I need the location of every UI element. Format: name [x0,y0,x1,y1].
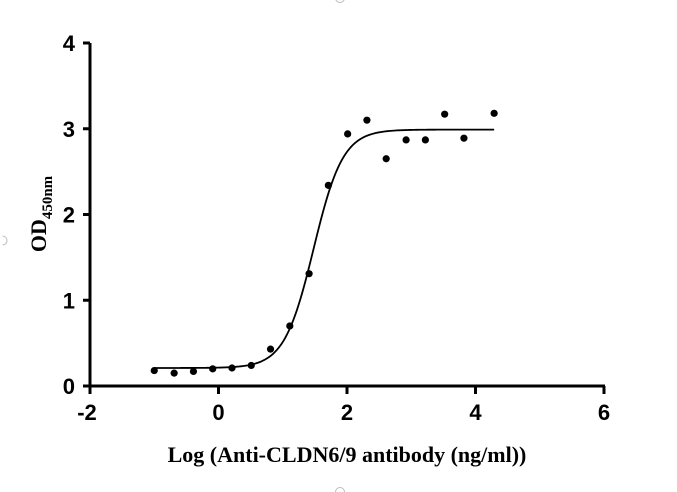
data-point [324,181,332,189]
data-points [150,109,498,377]
data-point [209,365,217,373]
y-axis-title-subscript: 450nm [40,175,56,219]
data-point [189,367,198,376]
data-point [305,270,313,278]
data-point [402,136,410,144]
y-tick-label: 2 [63,203,75,228]
fit-curve [154,128,495,369]
scan-artifact-bottom [335,487,345,492]
x-tick-label: -2 [77,400,97,425]
y-axis-title-main: OD [26,219,51,252]
svg-text:OD450nm: OD450nm [26,175,56,252]
y-tick-label: 1 [63,288,75,313]
data-point [228,364,236,372]
x-ticks: -2 0 2 4 6 [77,386,610,425]
y-tick-label: 3 [63,117,75,142]
data-point [247,361,255,370]
data-point [421,136,429,144]
y-tick-label: 4 [63,31,76,56]
data-point [344,130,352,138]
y-tick-label: 0 [63,374,75,399]
x-tick-label: 2 [341,400,353,425]
data-point [170,369,178,377]
y-ticks: 0 1 2 3 4 [63,31,90,399]
data-point [490,109,498,117]
x-tick-label: 4 [469,400,482,425]
x-tick-label: 6 [598,400,610,425]
data-point [363,116,371,124]
x-axis-title: Log (Anti-CLDN6/9 antibody (ng/ml)) [168,442,527,467]
data-point [382,155,390,163]
x-tick-label: 0 [212,400,224,425]
fit-curve-line [154,128,495,369]
data-point [150,366,158,375]
data-point [460,134,468,142]
y-axis-title: OD450nm [26,175,56,252]
data-point [266,345,275,353]
data-point [441,110,449,118]
data-point [286,322,294,330]
